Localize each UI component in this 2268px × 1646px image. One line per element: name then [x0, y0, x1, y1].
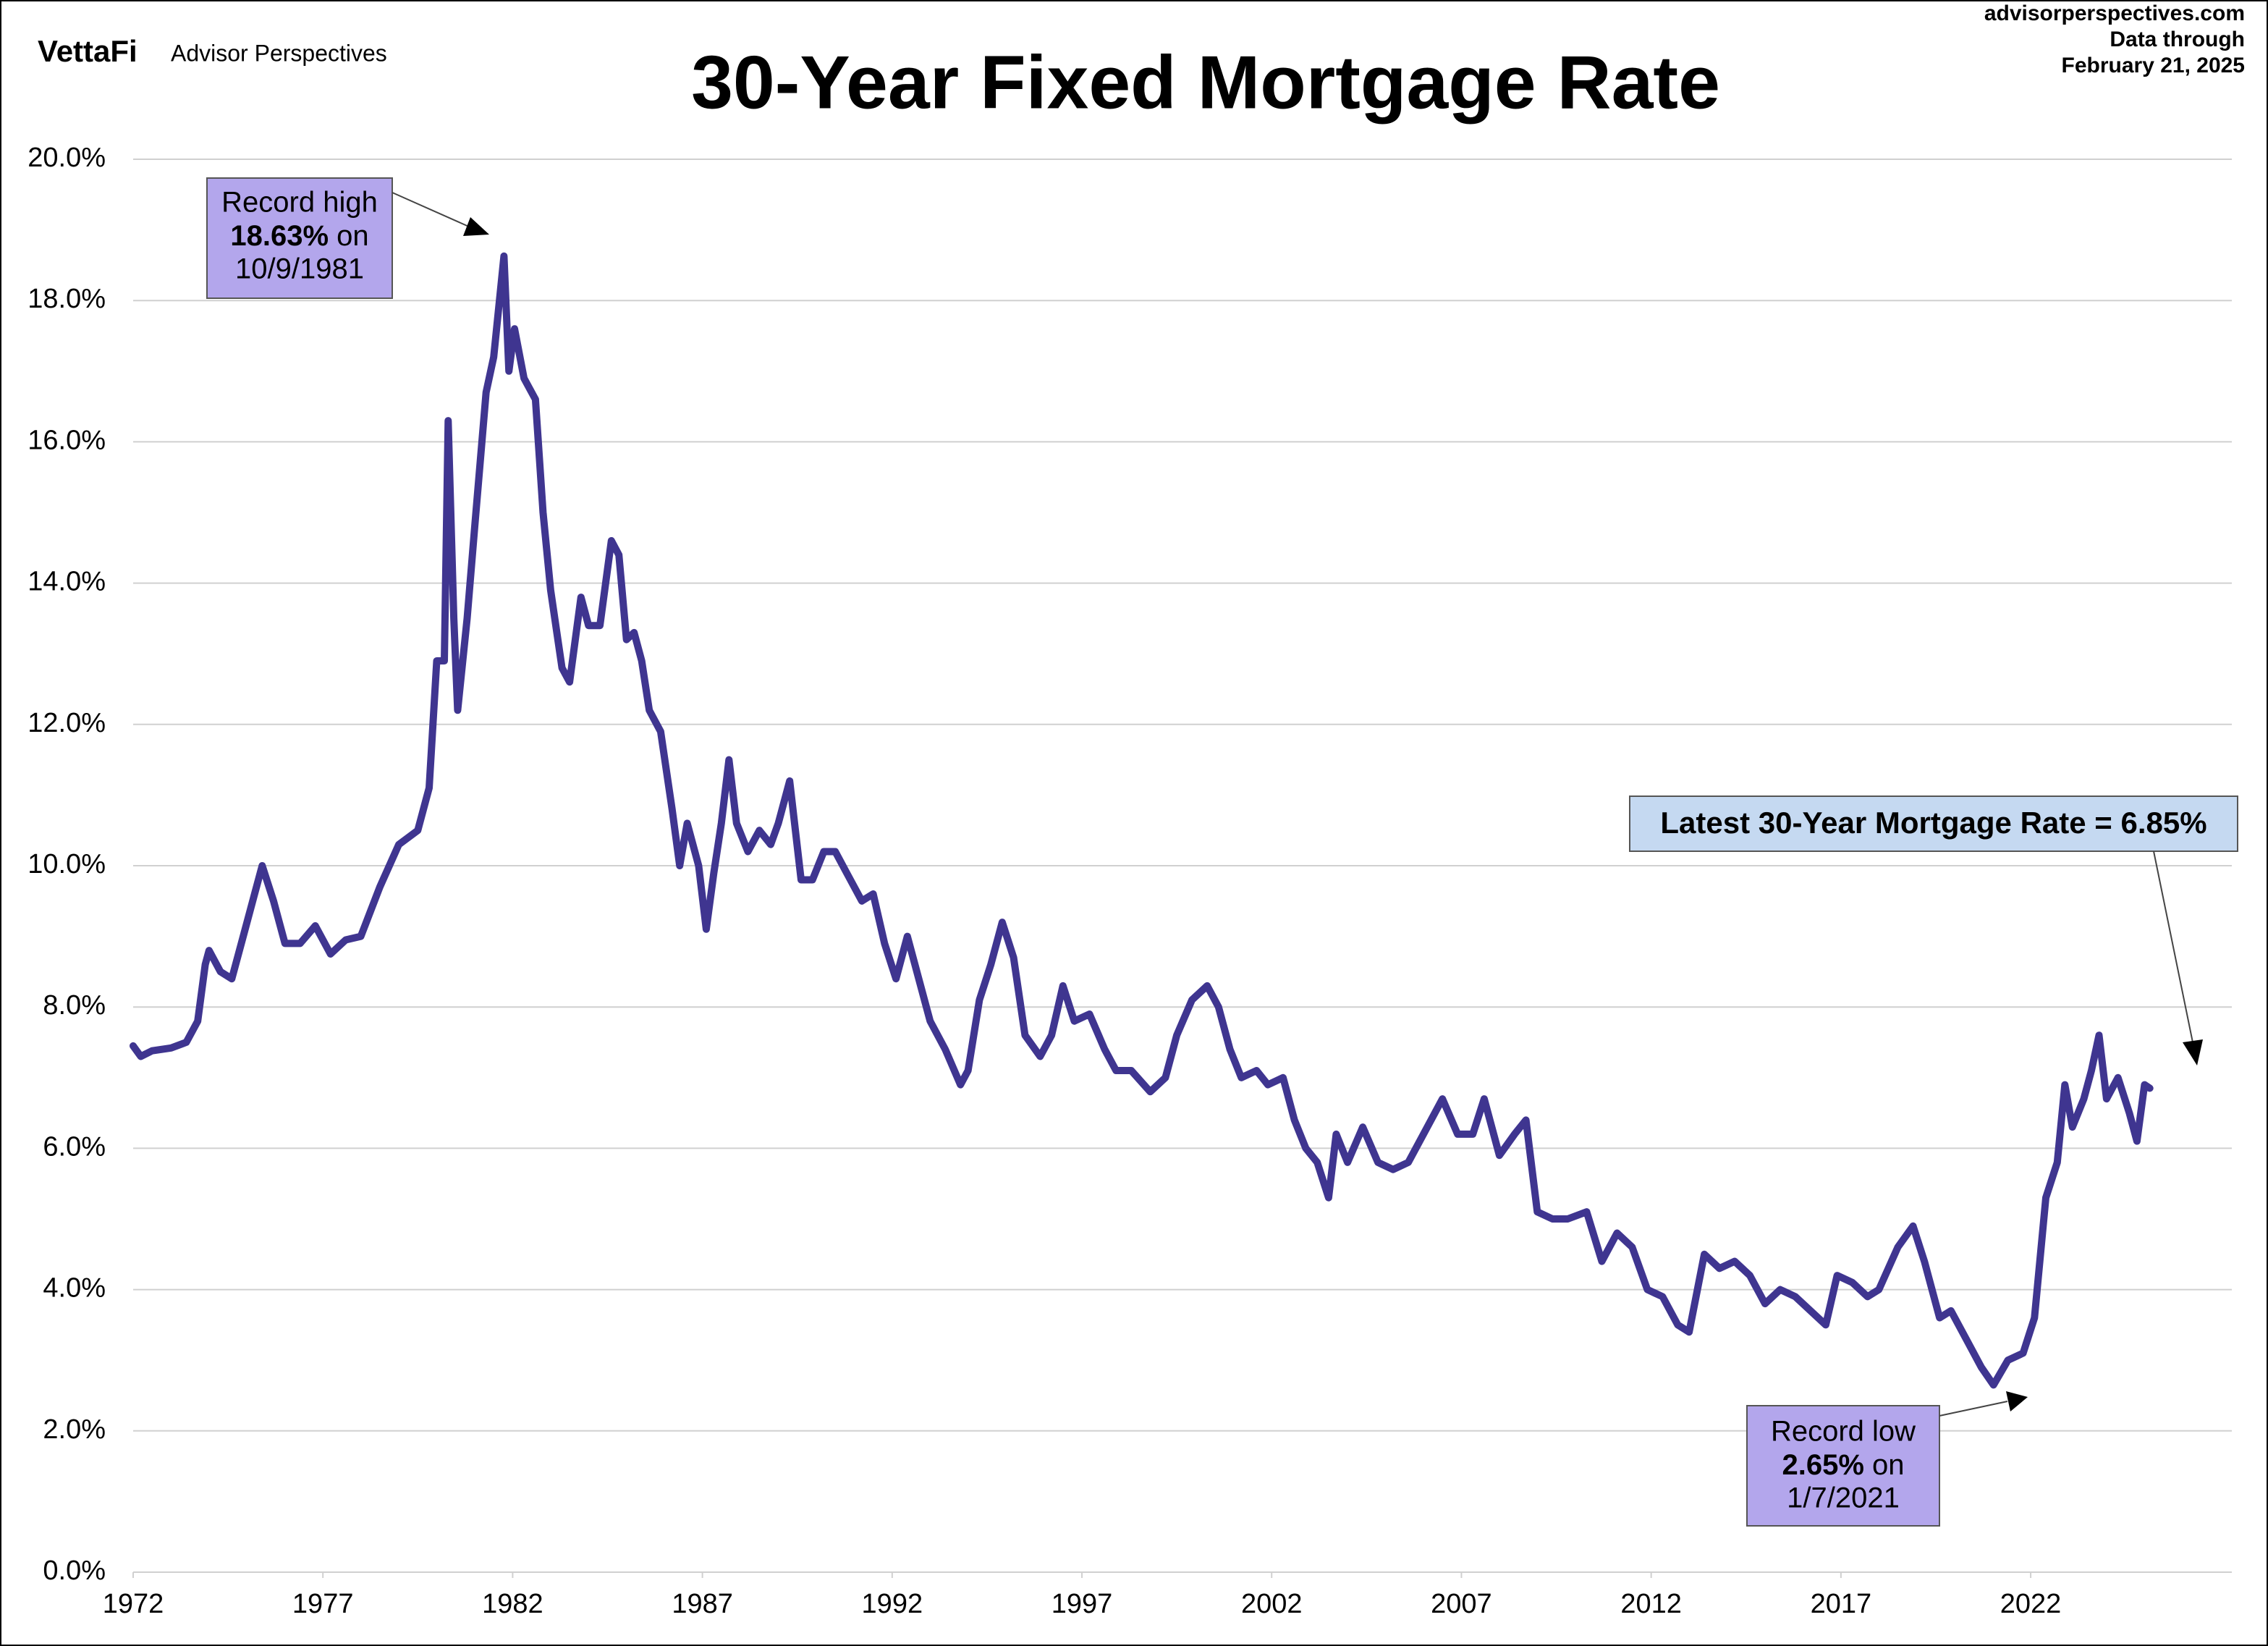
y-tick-label: 20.0%	[27, 143, 106, 173]
annotation-text: 10/9/1981	[235, 253, 364, 285]
annotation-box	[206, 177, 393, 299]
y-tick-label: 8.0%	[43, 990, 106, 1021]
x-tick-label: 2002	[1241, 1589, 1303, 1619]
x-tick-label: 1987	[672, 1589, 733, 1619]
arrow-head	[2006, 1391, 2028, 1411]
x-tick-label: 2007	[1431, 1589, 1492, 1619]
arrow	[392, 192, 471, 228]
plot-area: 0.0% 2.0% 4.0% 6.0% 8.0% 10.0% 12.0% 14.0% 16.0%…	[27, 143, 2232, 1619]
x-tick-label: 2012	[1620, 1589, 1682, 1619]
arrow	[2153, 851, 2193, 1043]
y-tick-label: 6.0%	[43, 1131, 106, 1162]
y-tick-label: 10.0%	[27, 849, 106, 879]
x-tick-label: 1982	[482, 1589, 543, 1619]
brand-logo: VettaFi	[38, 34, 137, 68]
annotation-latest: Latest 30-Year Mortgage Rate = 6.85%	[1629, 795, 2238, 1065]
source-site: advisorperspectives.com	[1984, 1, 2245, 25]
annotation-box	[1746, 1405, 1940, 1527]
y-tick-label: 0.0%	[43, 1556, 106, 1586]
y-tick-label: 2.0%	[43, 1414, 106, 1445]
annotation-text: 1/7/2021	[1787, 1482, 1900, 1514]
annotation-text: 2.65% on	[1782, 1449, 1904, 1481]
arrow	[1939, 1401, 2008, 1417]
rate-line	[130, 252, 2154, 1389]
annotation-value: 18.63%	[230, 220, 329, 252]
brand-name: Advisor Perspectives	[171, 40, 387, 66]
y-tick-label: 12.0%	[27, 708, 106, 738]
annotation-text: 18.63% on	[230, 220, 368, 252]
x-tick-label: 1977	[292, 1589, 354, 1619]
x-tick-label: 1992	[862, 1589, 923, 1619]
y-tick-label: 18.0%	[27, 284, 106, 314]
y-tick-label: 4.0%	[43, 1273, 106, 1304]
annotation-text: on	[329, 220, 369, 252]
chart-title: 30-Year Fixed Mortgage Rate	[691, 41, 1720, 124]
annotation-high: Record high 18.63% on 10/9/1981	[206, 177, 489, 299]
source-line: Data through	[2110, 28, 2245, 51]
annotation-box	[1629, 795, 2238, 852]
annotation-text: Latest 30-Year Mortgage Rate = 6.85%	[1660, 806, 2206, 840]
annotation-text: Record high	[221, 187, 378, 219]
arrow-head	[2183, 1039, 2203, 1065]
x-tick-label: 1972	[103, 1589, 164, 1619]
y-tick-label: 14.0%	[27, 567, 106, 597]
y-tick-label: 16.0%	[27, 425, 106, 455]
x-tick-label: 1997	[1052, 1589, 1113, 1619]
annotation-text: Record low	[1771, 1416, 1916, 1448]
arrow-head	[463, 217, 489, 236]
annotation-low: Record low 2.65% on 1/7/2021	[1746, 1391, 2028, 1527]
x-tick-label: 2022	[2000, 1589, 2062, 1619]
annotation-value: 2.65%	[1782, 1449, 1863, 1481]
source-line: February 21, 2025	[2062, 54, 2246, 77]
annotation-text: on	[1864, 1449, 1905, 1481]
x-tick-label: 2017	[1811, 1589, 1872, 1619]
